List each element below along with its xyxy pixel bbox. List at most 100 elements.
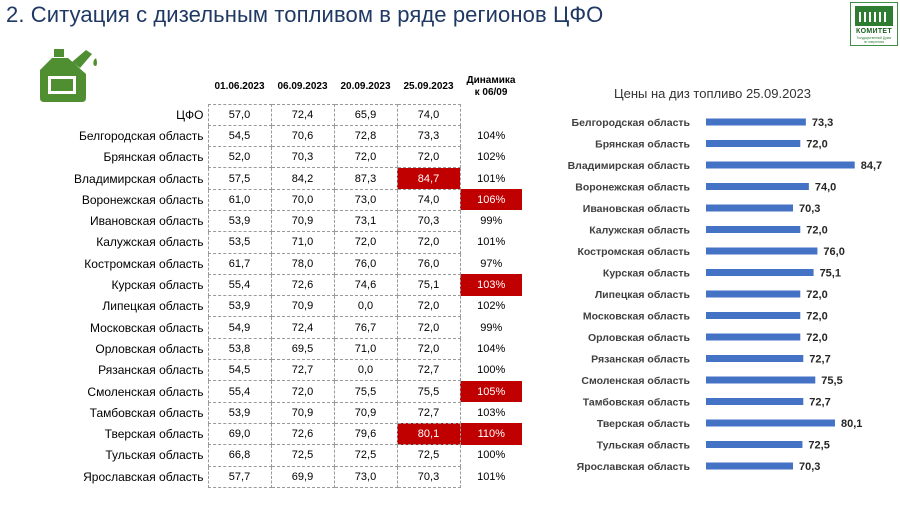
price-cell: 55,4 [207,380,272,403]
chart-value-label: 84,7 [861,160,882,172]
price-cell: 54,5 [207,359,272,382]
chart-category-label: Рязанская область [591,354,690,366]
price-cell: 73,0 [333,465,398,488]
price-cell: 69,9 [270,465,335,488]
chart-category-label: Калужская область [589,225,690,237]
chart-category-label: Московская область [583,311,691,323]
table-row: Калужская область 53,5 71,0 72,0 72,0 101% [40,231,522,254]
dynamics-cell: 104% [477,342,506,355]
price-cell: 73,3 [396,124,461,148]
chart-bar [706,441,803,448]
price-cell: 72,5 [270,444,335,467]
chart-value-label: 72,0 [806,332,827,344]
price-cell: 72,6 [270,273,335,297]
chart-value-label: 72,7 [809,354,830,366]
column-header: 01.06.2023 [214,81,265,93]
chart-value-label: 72,0 [806,289,827,301]
price-cell: 72,7 [270,359,335,382]
price-cell: 79,6 [333,422,398,446]
table-row: Костромская область 61,7 78,0 76,0 76,0 97% [40,252,522,275]
price-cell: 70,0 [270,188,335,211]
chart-bar [706,462,793,470]
chart-category-label: Костромская область [577,246,690,258]
price-cell: 72,0 [396,316,461,339]
price-cell: 84,2 [270,167,335,190]
region-name: Тульская область [105,448,204,463]
price-cell: 53,9 [207,209,272,233]
price-cell: 61,7 [207,252,272,275]
table-row: Московская область 54,9 72,4 76,7 72,0 99% [40,316,522,339]
price-cell: 0,0 [333,359,398,382]
column-header: 06.09.2023 [277,81,328,93]
region-name: Курская область [111,278,204,293]
chart-value-label: 73,3 [812,117,833,129]
price-cell: 53,9 [207,401,272,424]
price-cell: 75,5 [333,380,398,403]
price-cell: 74,6 [333,273,398,297]
price-cell: 70,9 [270,209,335,233]
table-row: Брянская область 52,0 70,3 72,0 72,0 102% [40,146,522,169]
dynamics-cell: 101% [477,172,506,185]
region-name: Тамбовская область [89,405,204,420]
dynamics-cell: 100% [477,364,506,377]
dynamics-column-header: Динамика к 06/09 [460,70,522,104]
chart-bar [706,355,804,362]
price-cell: 70,3 [396,465,461,488]
chart-bar [706,398,804,405]
price-cell: 78,0 [270,252,335,275]
dynamics-cell: 106% [460,189,522,211]
price-cell: 70,6 [270,124,335,148]
price-cell: 76,7 [333,316,398,339]
column-header: 20.09.2023 [340,81,391,93]
price-cell: 57,7 [207,465,272,488]
price-cell: 72,7 [396,401,461,424]
price-cell: 74,0 [396,188,461,211]
region-name: Воронежская область [81,192,204,207]
region-name: Московская область [89,320,204,335]
chart-value-label: 74,0 [815,182,836,194]
price-cell: 55,4 [207,273,272,297]
chart-category-label: Тверская область [597,418,691,430]
region-column-header [40,70,208,104]
table-row: Курская область 55,4 72,6 74,6 75,1 103% [40,273,522,297]
dynamics-cell: 101% [477,236,506,249]
chart-category-label: Владимирская область [568,160,691,172]
chart-bar [706,269,814,276]
chart-value-label: 70,3 [799,461,820,473]
price-cell: 72,5 [396,444,461,467]
chart-value-label: 72,5 [808,440,829,452]
price-cell: 73,0 [333,188,398,211]
table-row: Тверская область 69,0 72,6 79,6 80,1 110% [40,422,522,446]
column-header: 25.09.2023 [403,81,454,93]
table-header-row: 01.06.2023 06.09.2023 20.09.2023 25.09.2… [40,70,522,104]
chart-value-label: 72,7 [809,397,830,409]
dynamics-header-line-1: Динамика [466,75,516,86]
region-name: Ярославская область [83,469,204,484]
region-name: Орловская область [95,341,204,356]
price-cell: 57,5 [207,167,272,190]
price-cell: 70,3 [270,146,335,169]
chart-category-label: Воронежская область [575,182,690,194]
dynamics-cell: 97% [480,257,503,270]
chart-category-label: Белгородская область [572,117,691,129]
price-cell: 72,0 [270,380,335,403]
price-cell: 72,7 [396,359,461,382]
table-row: Тамбовская область 53,9 70,9 70,9 72,7 103% [40,401,522,424]
chart-value-label: 72,0 [806,225,827,237]
price-cell: 70,9 [270,295,335,318]
price-cell: 71,0 [333,337,398,361]
dynamics-header-line-2: к 06/09 [474,87,508,98]
chart-bar [706,376,816,384]
dynamics-cell: 102% [477,300,506,313]
committee-logo: КОМИТЕТ Государственной Думы по энергети… [850,2,898,46]
chart-title: Цены на диз топливо 25.09.2023 [614,86,812,101]
building-icon [855,6,893,26]
price-cell: 70,3 [396,209,461,233]
price-cell: 70,9 [270,401,335,424]
price-cell: 53,8 [207,337,272,361]
logo-subtitle-2: по энергетике [863,39,885,44]
chart-category-label: Липецкая область [595,289,691,301]
table-row: Орловская область 53,8 69,5 71,0 72,0 104% [40,337,522,361]
price-cell: 69,5 [270,337,335,361]
price-cell: 76,0 [333,252,398,275]
